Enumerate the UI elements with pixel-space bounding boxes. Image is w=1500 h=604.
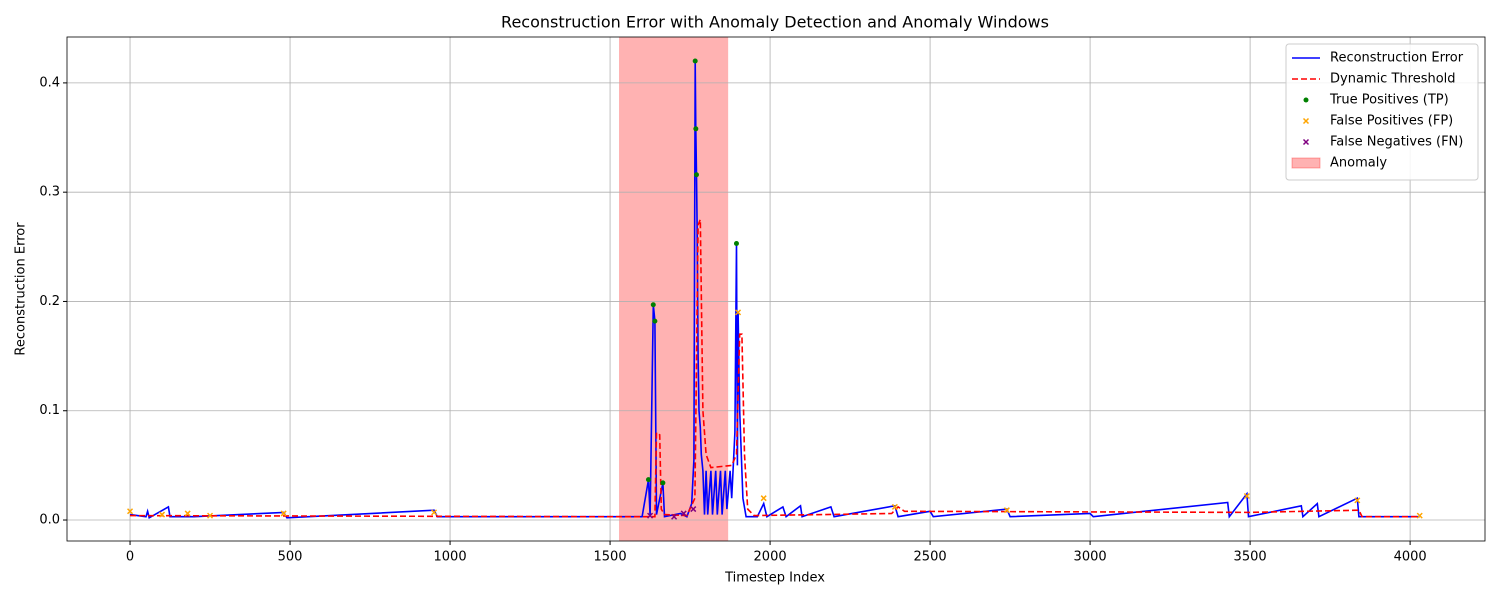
x-point	[431, 509, 438, 516]
series-line	[129, 219, 1420, 518]
x-tick-label: 3000	[1074, 550, 1107, 565]
y-tick-label: 0.2	[39, 294, 60, 309]
tp-point	[692, 58, 698, 64]
y-tick-label: 0.1	[39, 403, 60, 418]
x-point	[891, 503, 898, 510]
x-tick-label: 500	[278, 550, 303, 565]
x-point	[760, 495, 767, 502]
legend-label: Dynamic Threshold	[1330, 72, 1456, 87]
x-point	[1003, 507, 1010, 514]
legend-label: Reconstruction Error	[1330, 51, 1464, 66]
x-tick-label: 1500	[594, 550, 627, 565]
legend-swatch	[1302, 138, 1310, 146]
tp-point	[645, 477, 651, 483]
y-axis-label: Reconstruction Error	[14, 222, 29, 356]
tp-point	[693, 126, 699, 132]
x-tick-label: 2500	[914, 550, 947, 565]
tp-point	[660, 480, 666, 486]
plot-frame	[66, 36, 1486, 542]
x-tick-label: 3500	[1234, 550, 1267, 565]
chart-title: Reconstruction Error with Anomaly Detect…	[501, 13, 1049, 32]
x-point	[207, 512, 214, 519]
legend-label: False Negatives (FN)	[1330, 135, 1463, 150]
tp-point	[650, 302, 656, 308]
tp-point	[652, 318, 658, 324]
legend-swatch	[1291, 157, 1321, 169]
legend-box	[1285, 43, 1479, 181]
x-axis-label: Timestep Index	[724, 571, 825, 586]
legend-swatch	[1302, 117, 1310, 125]
x-point	[127, 508, 134, 515]
y-tick-label: 0.4	[39, 75, 60, 90]
x-point	[735, 309, 742, 316]
x-point	[671, 513, 678, 520]
x-tick-label: 0	[126, 550, 134, 565]
legend-label: True Positives (TP)	[1329, 93, 1449, 108]
x-point	[690, 506, 697, 513]
anomaly-window	[619, 37, 729, 541]
x-point	[1243, 492, 1250, 500]
y-tick-label: 0.3	[39, 185, 60, 200]
tp-point	[733, 241, 739, 247]
x-point	[1416, 512, 1423, 519]
x-tick-label: 2000	[754, 550, 787, 565]
tp-point	[693, 172, 699, 178]
y-tick-label: 0.0	[39, 513, 60, 528]
x-point	[680, 510, 687, 517]
x-tick-label: 4000	[1394, 550, 1427, 565]
x-point	[647, 512, 654, 519]
x-point	[184, 510, 191, 517]
x-tick-label: 1000	[434, 550, 467, 565]
legend-label: False Positives (FP)	[1330, 114, 1453, 129]
x-point	[280, 510, 287, 517]
legend-swatch	[1303, 97, 1309, 103]
x-point	[1354, 497, 1361, 504]
x-point	[159, 511, 166, 518]
legend-label: Anomaly	[1330, 156, 1387, 171]
series-line	[129, 60, 1420, 520]
